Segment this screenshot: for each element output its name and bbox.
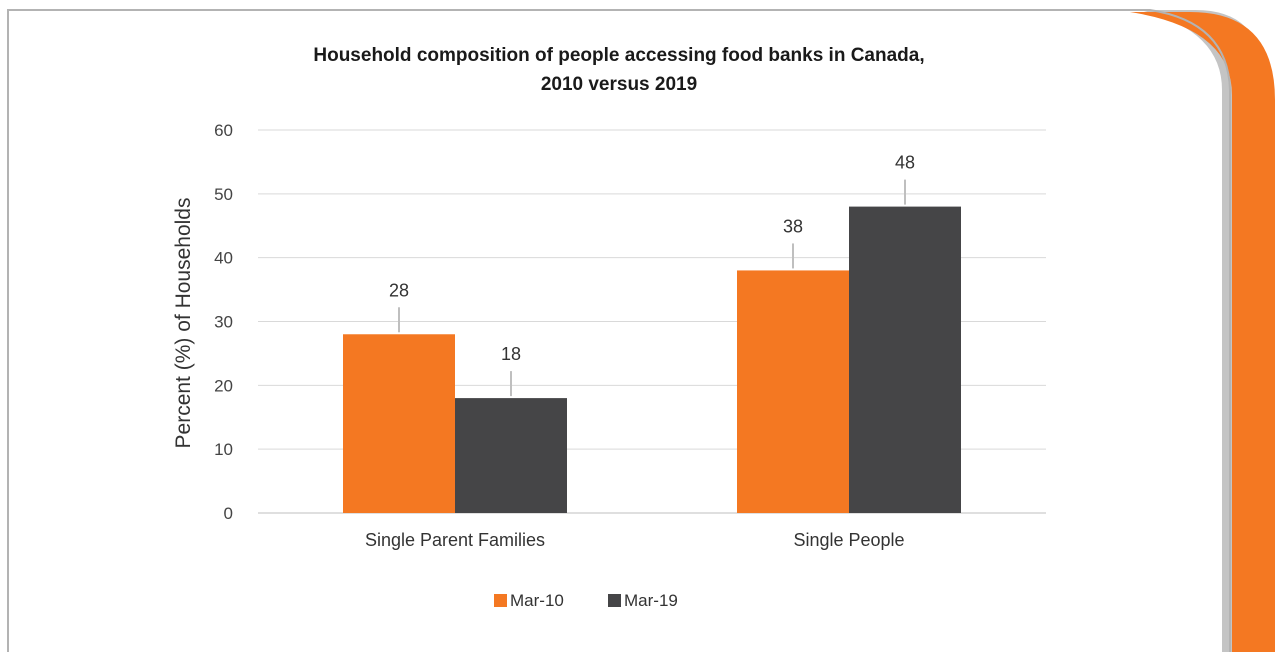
chart-title: Household composition of people accessin… [313,45,924,66]
bar [455,398,567,513]
data-label: 18 [501,344,521,364]
y-tick-label: 60 [214,121,233,140]
y-tick-label: 50 [214,185,233,204]
y-axis-ticks: 0 10 20 30 40 50 60 [214,121,233,523]
y-tick-label: 10 [214,440,233,459]
y-tick-label: 20 [214,376,233,395]
legend-swatch [608,594,621,607]
data-label: 28 [389,280,409,300]
category-label: Single People [793,530,904,550]
y-tick-label: 30 [214,313,233,332]
bar [849,206,961,513]
data-labels: 28 18 38 48 [389,153,915,365]
x-axis-categories: Single Parent Families Single People [365,530,905,550]
bar [343,334,455,513]
orange-accent-band [1130,12,1275,652]
frame-border [7,9,1231,652]
y-axis-title: Percent (%) of Households [172,198,195,449]
y-tick-label: 0 [224,504,233,523]
legend-label: Mar-10 [510,591,564,610]
accent-shadow [1140,10,1262,652]
chart-subtitle: 2010 versus 2019 [541,74,697,95]
bar [737,270,849,513]
y-tick-label: 40 [214,249,233,268]
legend: Mar-10 Mar-19 [494,591,678,610]
legend-label: Mar-19 [624,591,678,610]
category-label: Single Parent Families [365,530,545,550]
data-label-leaders [398,179,906,397]
bars [343,206,961,513]
legend-swatch [494,594,507,607]
data-label: 38 [783,216,803,236]
data-label: 48 [895,153,915,173]
